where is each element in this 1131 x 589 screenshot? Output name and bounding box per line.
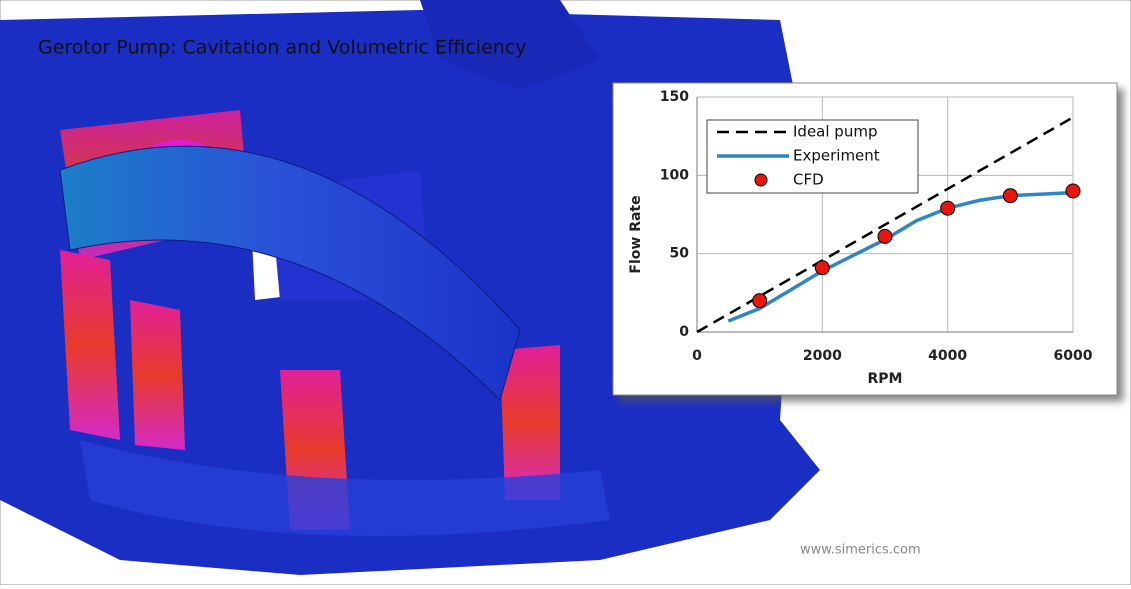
y-axis-label: Flow Rate (628, 195, 644, 273)
legend-label: Ideal pump (793, 123, 877, 141)
title: Gerotor Pump: Cavitation and Volumetric … (38, 37, 527, 59)
legend-label: CFD (793, 171, 824, 189)
cfd-point (1002, 188, 1018, 204)
x-tick-label: 4000 (928, 348, 967, 364)
cfd-point (877, 228, 893, 244)
x-tick-label: 0 (692, 348, 702, 364)
legend-marker (754, 173, 768, 187)
x-tick-label: 6000 (1054, 348, 1093, 364)
watermark: www.simerics.com (800, 543, 921, 558)
chart: 0 50 100 150 0 2000 4000 6000 RPM Flow Rate Ideal … (628, 89, 1093, 387)
series-line (696, 116, 1074, 334)
legend-label: Experiment (793, 147, 880, 165)
y-tick-label: 150 (660, 89, 689, 105)
y-tick-label: 50 (670, 246, 690, 262)
x-axis-label: RPM (868, 371, 903, 387)
cfd-point (752, 293, 768, 309)
cfd-point (1065, 183, 1081, 199)
y-tick-label: 100 (660, 167, 689, 183)
x-tick-label: 2000 (803, 348, 842, 364)
cfd-point (940, 200, 956, 216)
cfd-point (814, 260, 830, 276)
y-tick-label: 0 (679, 324, 689, 340)
